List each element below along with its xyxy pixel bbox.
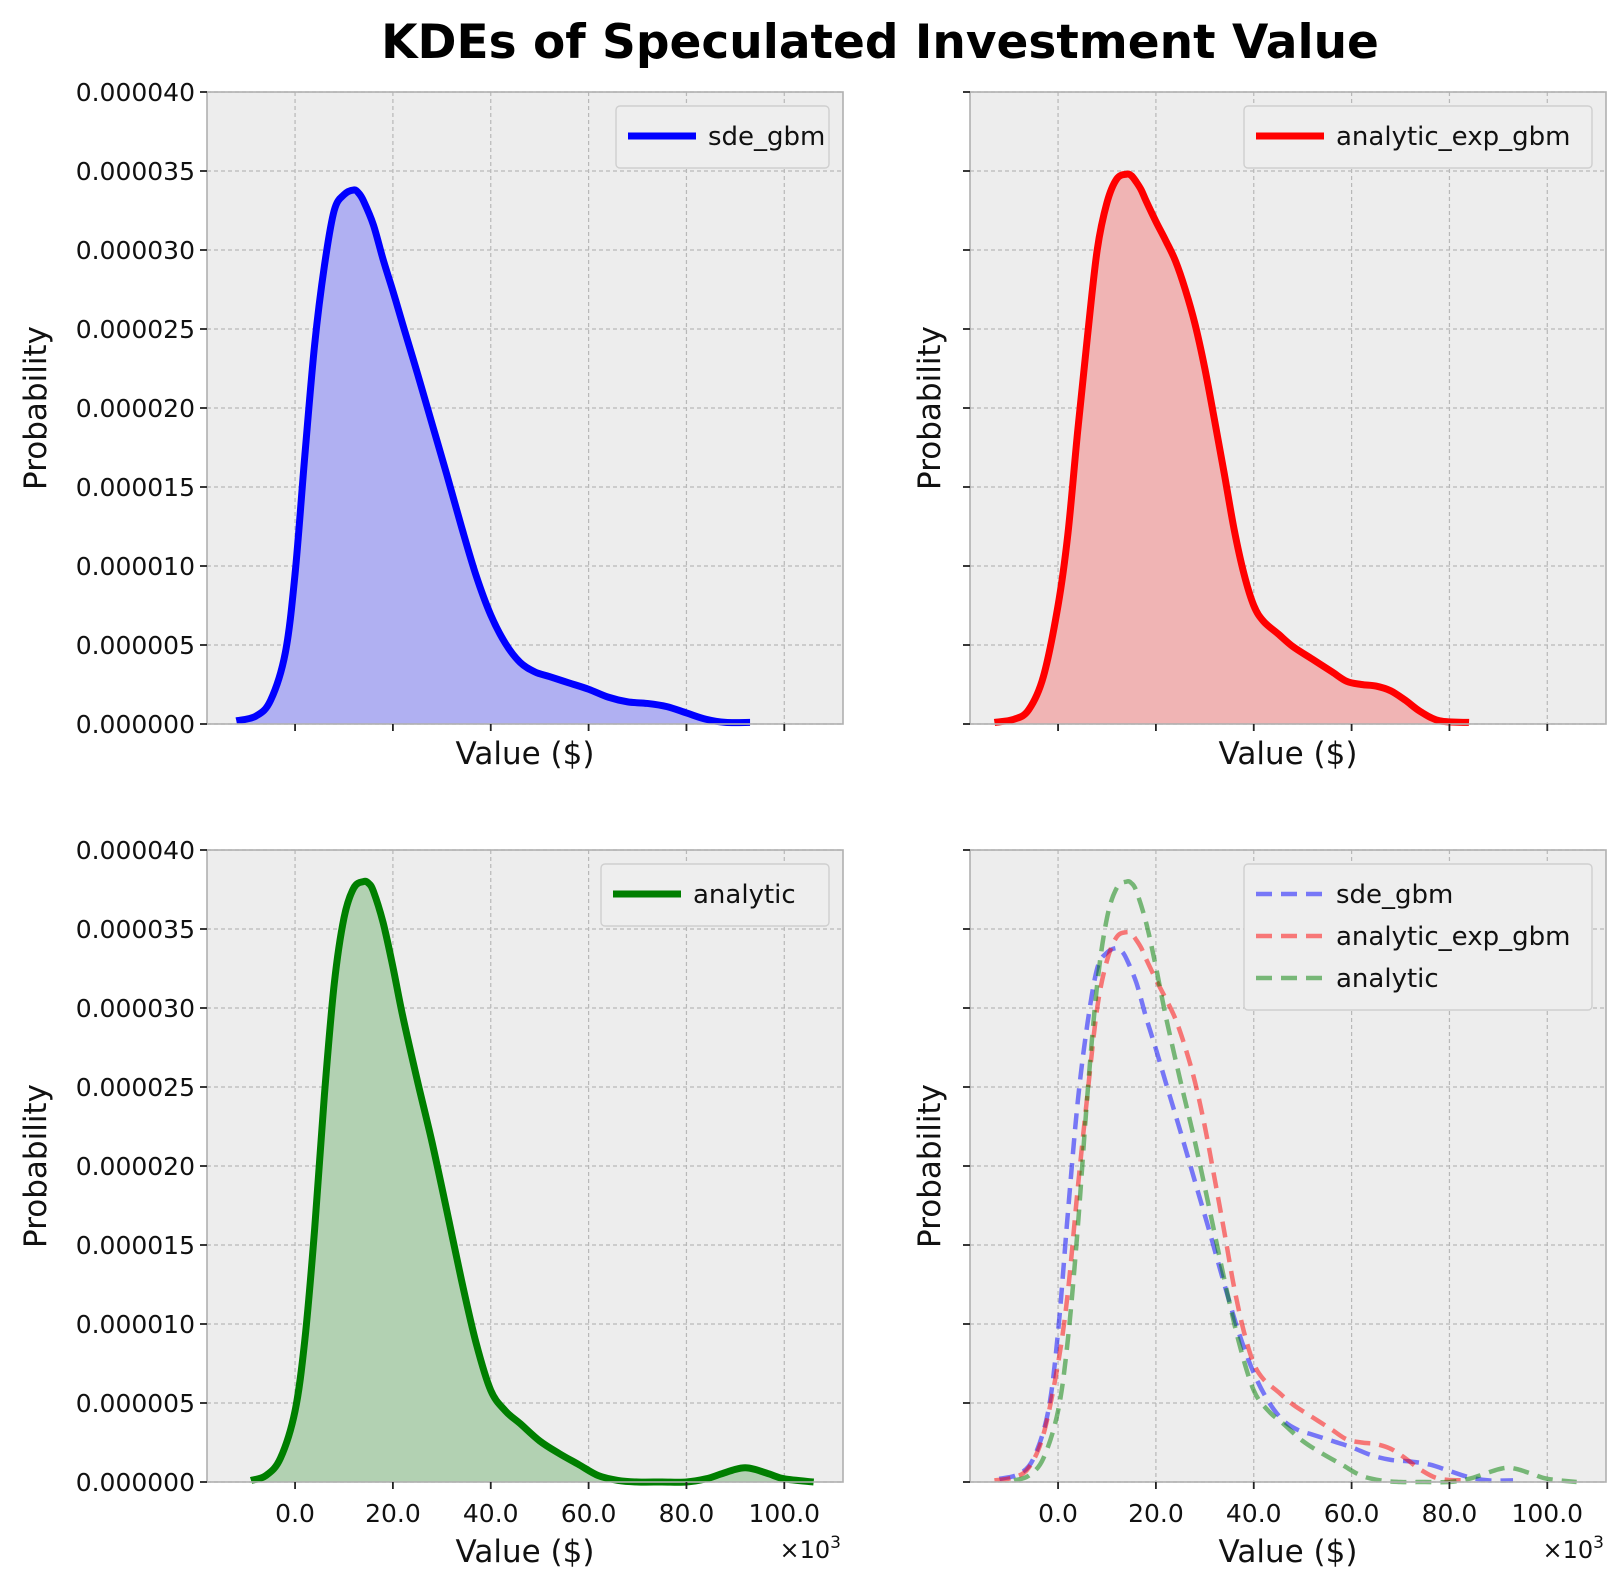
series-fill-analytic_exp_gbm — [994, 173, 1470, 724]
x-offset-text: ×103 — [1543, 1533, 1604, 1564]
legend-label-analytic_exp_gbm: analytic_exp_gbm — [1336, 122, 1570, 152]
y-tick-label: 0.000015 — [76, 1231, 195, 1260]
series-line-analytic — [249, 877, 815, 1486]
panel-top-left: 0.000000 0.000005 0.000010 0.000015 0.000020… — [18, 78, 844, 772]
y-tick-label: 0.000005 — [76, 1389, 195, 1418]
y-tick-label: 0.000025 — [76, 315, 195, 344]
y-tick-label: 0.000020 — [76, 394, 195, 423]
panel-bottom-left: 0.000000 0.000005 0.000010 0.000015 0.000020… — [18, 836, 844, 1570]
legend: analytic — [600, 863, 830, 927]
legend: sde_gbm analytic_exp_gbm analytic — [1243, 863, 1593, 1011]
legend-box — [600, 863, 830, 927]
figure-title: KDEs of Speculated Investment Value — [381, 15, 1379, 70]
legend-label-sde_gbm: sde_gbm — [708, 122, 825, 152]
x-tick-label: 80.0 — [659, 1499, 715, 1528]
legend-label-analytic: analytic — [693, 880, 796, 910]
legend-label-analytic: analytic — [1336, 964, 1439, 994]
x-axis-label: Value ($) — [1219, 736, 1358, 772]
x-tick-label: 100.0 — [749, 1499, 821, 1528]
series-line-analytic — [1013, 879, 1577, 1485]
series-fill-sde_gbm — [236, 189, 751, 724]
legend: sde_gbm — [615, 105, 830, 169]
x-tick-label: 20.0 — [365, 1499, 421, 1528]
x-tick-label: 0.0 — [275, 1499, 315, 1528]
x-tick-label: 40.0 — [1226, 1499, 1282, 1528]
y-tick-label: 0.000025 — [76, 1073, 195, 1102]
x-tick-label: 60.0 — [561, 1499, 617, 1528]
legend-box — [1243, 863, 1593, 1011]
series-line-analytic_exp_gbm — [994, 929, 1470, 1483]
y-tick-label: 0.000020 — [76, 1152, 195, 1181]
x-tick-label: 100.0 — [1512, 1499, 1584, 1528]
y-tick-label: 0.000005 — [76, 631, 195, 660]
x-offset-text: ×103 — [780, 1533, 841, 1564]
y-tick-label: 0.000030 — [76, 236, 195, 265]
legend: analytic_exp_gbm — [1243, 105, 1593, 169]
x-tick-label: 20.0 — [1128, 1499, 1184, 1528]
x-axis-label: Value ($) — [456, 1534, 595, 1570]
series-line-sde_gbm — [998, 945, 1514, 1483]
y-tick-label: 0.000035 — [76, 915, 195, 944]
panel-top-right: Value ($) Probability analytic_exp_gbm — [912, 91, 1607, 772]
panel-bottom-right: 0.0 20.0 40.0 60.0 80.0 100.0 ×103 Value ($) Pro… — [912, 849, 1607, 1570]
series-line-analytic_exp_gbm — [993, 170, 1470, 726]
y-axis-label: Probability — [912, 1084, 948, 1248]
y-axis-label: Probability — [18, 1084, 54, 1248]
x-tick-label: 0.0 — [1038, 1499, 1078, 1528]
y-tick-label: 0.000010 — [76, 1310, 195, 1339]
y-tick-label: 0.000040 — [76, 78, 195, 107]
y-tick-label: 0.000010 — [76, 552, 195, 581]
legend-label-analytic_exp_gbm: analytic_exp_gbm — [1336, 922, 1570, 952]
legend-box — [615, 105, 830, 169]
y-tick-label: 0.000000 — [76, 1468, 195, 1497]
x-tick-label: 80.0 — [1422, 1499, 1478, 1528]
series-line-sde_gbm — [235, 186, 751, 727]
y-axis-label: Probability — [18, 326, 54, 490]
x-axis-label: Value ($) — [456, 736, 595, 772]
y-tick-label: 0.000000 — [76, 710, 195, 739]
y-tick-label: 0.000040 — [76, 836, 195, 865]
x-tick-label: 60.0 — [1324, 1499, 1380, 1528]
y-tick-label: 0.000035 — [76, 157, 195, 186]
x-tick-label: 40.0 — [463, 1499, 519, 1528]
x-axis-label: Value ($) — [1219, 1534, 1358, 1570]
legend-box — [1243, 105, 1593, 169]
y-axis-label: Probability — [912, 326, 948, 490]
y-tick-label: 0.000030 — [76, 994, 195, 1023]
series-fill-analytic — [251, 881, 814, 1483]
legend-label-sde_gbm: sde_gbm — [1336, 880, 1453, 910]
y-tick-label: 0.000015 — [76, 473, 195, 502]
